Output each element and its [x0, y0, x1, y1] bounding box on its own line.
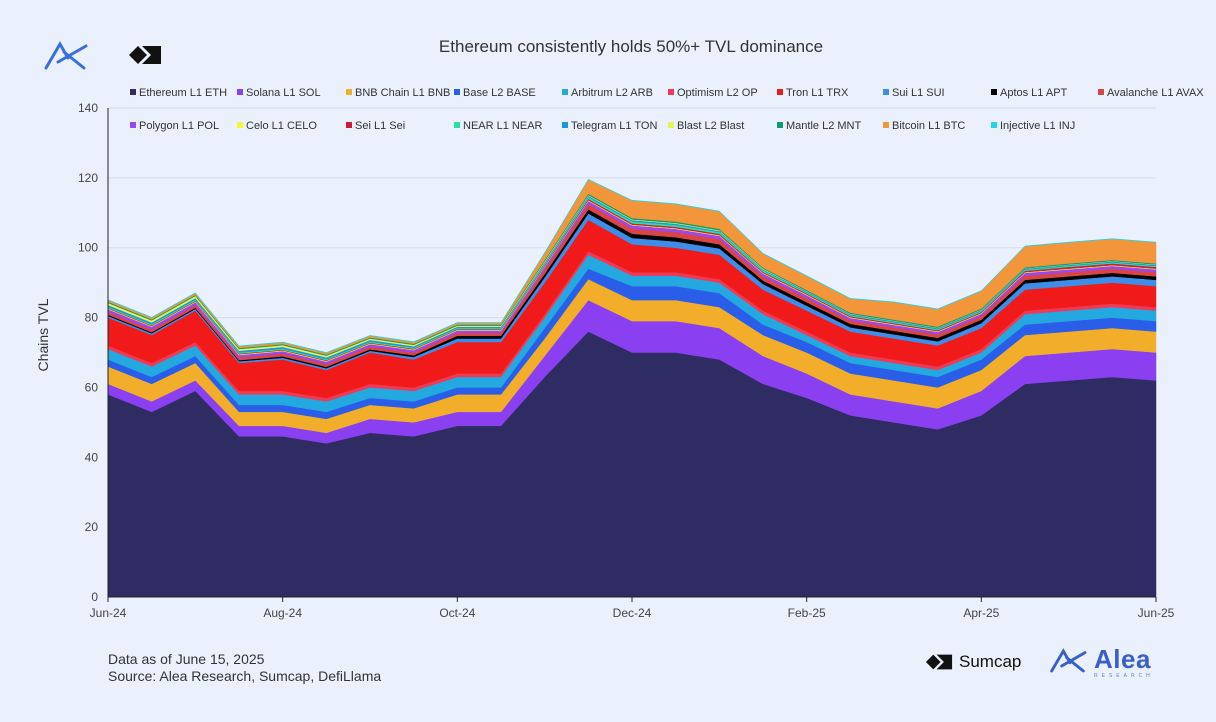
y-tick-label: 40: [85, 450, 99, 464]
legend-label: Optimism L2 OP: [677, 87, 758, 99]
legend-item-ethereum-l1-eth: Ethereum L1 ETH: [130, 87, 227, 99]
legend-item-telegram-l1-ton: Telegram L1 TON: [562, 120, 657, 132]
legend-swatch: [777, 89, 783, 95]
legend-item-blast-l2-blast: Blast L2 Blast: [668, 120, 744, 132]
legend-item-avalanche-l1-avax: Avalanche L1 AVAX: [1098, 87, 1204, 99]
legend-item-polygon-l1-pol: Polygon L1 POL: [130, 120, 219, 132]
legend-label: Sei L1 Sei: [355, 120, 405, 132]
y-tick-label: 100: [78, 241, 98, 255]
y-tick-label: 140: [78, 101, 98, 115]
x-tick-label: Dec-24: [613, 606, 652, 620]
x-tick-label: Apr-25: [963, 606, 999, 620]
legend-label: Solana L1 SOL: [246, 87, 321, 99]
alea-mark-icon: [1050, 648, 1087, 673]
legend-label: Polygon L1 POL: [139, 120, 219, 132]
legend-item-near-l1-near: NEAR L1 NEAR: [454, 120, 543, 132]
legend-swatch: [562, 89, 568, 95]
legend-swatch: [130, 122, 136, 128]
legend-label: Celo L1 CELO: [246, 120, 317, 132]
legend-swatch: [777, 122, 783, 128]
legend-item-injective-l1-inj: Injective L1 INJ: [991, 120, 1075, 132]
footnote: Data as of June 15, 2025 Source: Alea Re…: [108, 651, 381, 685]
data-date-note: Data as of June 15, 2025: [108, 651, 265, 667]
legend-item-celo-l1-celo: Celo L1 CELO: [237, 120, 317, 132]
legend-item-sei-l1-sei: Sei L1 Sei: [346, 120, 405, 132]
legend-swatch: [1098, 89, 1104, 95]
legend-label: Injective L1 INJ: [1000, 120, 1075, 132]
y-tick-label: 120: [78, 171, 98, 185]
legend-item-arbitrum-l2-arb: Arbitrum L2 ARB: [562, 87, 653, 99]
legend-item-bnb-chain-l1-bnb: BNB Chain L1 BNB: [346, 87, 450, 99]
legend-item-bitcoin-l1-btc: Bitcoin L1 BTC: [883, 120, 965, 132]
legend-item-solana-l1-sol: Solana L1 SOL: [237, 87, 321, 99]
sumcap-brand: Sumcap: [925, 652, 1021, 672]
y-tick-label: 60: [85, 380, 99, 394]
legend-item-base-l2-base: Base L2 BASE: [454, 87, 536, 99]
chart-title: Ethereum consistently holds 50%+ TVL dom…: [439, 37, 823, 56]
legend-item-aptos-l1-apt: Aptos L1 APT: [991, 87, 1068, 99]
legend-swatch: [991, 122, 997, 128]
x-tick-label: Oct-24: [439, 606, 475, 620]
area-injective-l1-inj: [107, 178, 1157, 354]
legend-item-mantle-l2-mnt: Mantle L2 MNT: [777, 120, 861, 132]
sumcap-mark-icon: [925, 654, 953, 670]
legend-swatch: [454, 89, 460, 95]
legend-label: Tron L1 TRX: [786, 87, 849, 99]
legend-swatch: [668, 122, 674, 128]
alea-brand-name: Alea: [1094, 644, 1151, 674]
legend-swatch: [562, 122, 568, 128]
legend: Ethereum L1 ETH Solana L1 SOL BNB Chain L1…: [130, 87, 1204, 132]
alea-brand: Alea RESEARCH: [1050, 646, 1154, 679]
legend-swatch: [991, 89, 997, 95]
series-areas: [107, 178, 1157, 598]
alea-logo-icon: [44, 41, 88, 70]
legend-swatch: [668, 89, 674, 95]
legend-label: Arbitrum L2 ARB: [571, 87, 653, 99]
legend-label: Base L2 BASE: [463, 87, 536, 99]
legend-label: Sui L1 SUI: [892, 87, 945, 99]
legend-swatch: [883, 122, 889, 128]
sumcap-brand-name: Sumcap: [959, 652, 1022, 671]
stacked-area-chart: Ethereum consistently holds 50%+ TVL dom…: [35, 37, 1204, 620]
legend-item-optimism-l2-op: Optimism L2 OP: [668, 87, 758, 99]
sumcap-logo-icon: [129, 46, 161, 64]
legend-swatch: [346, 89, 352, 95]
y-axis-label: Chains TVL: [35, 298, 51, 371]
x-tick-label: Aug-24: [263, 606, 302, 620]
legend-item-sui-l1-sui: Sui L1 SUI: [883, 87, 945, 99]
legend-swatch: [237, 89, 243, 95]
y-tick-label: 80: [85, 311, 99, 325]
legend-swatch: [130, 89, 136, 95]
legend-label: BNB Chain L1 BNB: [355, 87, 450, 99]
legend-swatch: [346, 122, 352, 128]
y-tick-label: 0: [91, 590, 98, 604]
legend-label: Ethereum L1 ETH: [139, 87, 227, 99]
legend-label: Avalanche L1 AVAX: [1107, 87, 1204, 99]
axes: 0 20 40 60 80 100 120 140 Jun-24 Aug-24 Oct-24 Dec-…: [78, 101, 1175, 620]
legend-label: Mantle L2 MNT: [786, 120, 861, 132]
legend-label: NEAR L1 NEAR: [463, 120, 543, 132]
legend-label: Telegram L1 TON: [571, 120, 657, 132]
y-tick-label: 20: [85, 520, 99, 534]
x-tick-label: Jun-25: [1138, 606, 1175, 620]
legend-label: Aptos L1 APT: [1000, 87, 1068, 99]
legend-label: Blast L2 Blast: [677, 120, 744, 132]
legend-label: Bitcoin L1 BTC: [892, 120, 965, 132]
alea-brand-subtitle: RESEARCH: [1094, 673, 1154, 679]
legend-swatch: [237, 122, 243, 128]
x-tick-label: Jun-24: [90, 606, 127, 620]
x-tick-label: Feb-25: [788, 606, 826, 620]
source-note: Source: Alea Research, Sumcap, DefiLlama: [108, 668, 382, 684]
legend-swatch: [454, 122, 460, 128]
legend-item-tron-l1-trx: Tron L1 TRX: [777, 87, 849, 99]
legend-swatch: [883, 89, 889, 95]
